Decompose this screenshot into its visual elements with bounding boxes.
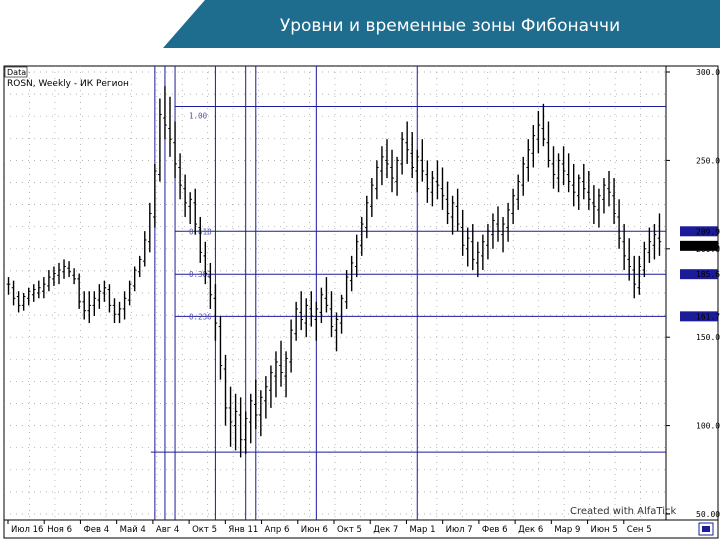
slide-title: Уровни и временные зоны Фибоначчи xyxy=(279,16,621,36)
price-marker xyxy=(680,269,718,280)
x-tick-label: Апр 6 xyxy=(265,525,290,535)
y-tick-label: 300.00 xyxy=(696,68,720,77)
x-tick-label: Мар 1 xyxy=(409,525,435,535)
y-tick-label: 100.00 xyxy=(696,422,720,431)
x-tick-label: Июн 5 xyxy=(591,525,618,535)
x-tick-label: Окт 5 xyxy=(337,525,362,535)
price-marker-label: 204.50 xyxy=(696,242,720,251)
xaxis-frame xyxy=(3,519,719,539)
price-marker-label: 209.90 xyxy=(696,227,720,236)
x-tick-label: Дек 6 xyxy=(518,525,543,535)
x-tick-label: Ноя 6 xyxy=(47,525,72,535)
axis-frame xyxy=(665,65,719,521)
x-tick-label: Фев 6 xyxy=(482,525,508,535)
x-tick-label: Дек 7 xyxy=(373,525,398,535)
price-marker xyxy=(680,311,718,322)
price-marker-label: 161.79 xyxy=(696,312,720,321)
price-markers: 209.90 204.50 185.64 161.79 xyxy=(680,226,720,322)
x-tick-label: Сен 5 xyxy=(627,525,652,535)
price-bars xyxy=(6,86,662,458)
instrument-label: ROSN, Weekly - ИК Регион xyxy=(7,79,129,89)
x-tick-label: Июл 7 xyxy=(446,525,473,535)
fib-level-label: 0.236 xyxy=(189,312,212,321)
slide-header: Уровни и временные зоны Фибоначчи xyxy=(0,0,720,50)
x-tick-label: Июн 6 xyxy=(301,525,328,535)
scroll-control[interactable] xyxy=(698,522,714,536)
x-tick-label: Май 4 xyxy=(120,525,146,535)
x-axis: Июл 16 Ноя 6 Фев 4 Май 4 Авг 4 Окт 5 Янв 11 Апр… xyxy=(7,520,652,535)
y-tick-label: 50.00 xyxy=(696,510,720,519)
title-banner xyxy=(163,0,720,48)
grid xyxy=(4,66,666,520)
fib-level-label: 0.382 xyxy=(189,270,212,279)
fibonacci-time-zones xyxy=(154,66,418,520)
y-tick-label: 150.00 xyxy=(696,333,720,342)
panel-label: Data xyxy=(7,68,26,77)
y-tick-label: 250.00 xyxy=(696,156,720,165)
price-marker xyxy=(680,226,718,237)
title-banner-shape xyxy=(163,0,720,48)
x-tick-label: Окт 5 xyxy=(192,525,217,535)
panel-label-box xyxy=(4,66,28,78)
x-tick-label: Июл 16 xyxy=(11,525,43,535)
price-marker-label: 185.64 xyxy=(696,270,720,279)
x-tick-label: Янв 11 xyxy=(228,525,258,535)
x-tick-label: Авг 4 xyxy=(156,525,179,535)
fib-level-label: 1.00 xyxy=(189,111,208,120)
x-tick-label: Фев 4 xyxy=(83,525,109,535)
watermark: Created with AlfaTick xyxy=(570,506,676,517)
x-tick-label: Мар 9 xyxy=(554,525,580,535)
price-marker xyxy=(680,240,718,251)
